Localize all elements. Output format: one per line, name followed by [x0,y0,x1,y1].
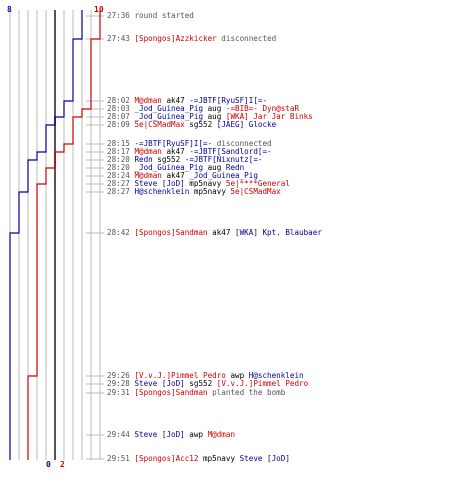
event-text: [V.v.J.]Pimmel Pedro [134,371,226,380]
event-time: 28:02 [107,96,135,105]
event-text: 5e|CSMadMax [230,187,281,196]
event-text: 5e|CSMadMax [134,120,185,129]
event-text: aug [203,104,226,113]
event-time: 29:26 [107,371,135,380]
event-row: 28:02 M@dman ak47 -=JBTF[RyuSF]I[=- [107,97,267,105]
event-row: 28:27 Steve [JoD] mp5navy 5e|****General [107,180,290,188]
event-text: round started [134,11,194,20]
event-text: [Spongos]Azzkicker [134,34,217,43]
event-time: 28:27 [107,179,135,188]
event-text: -=JBTF[RyuSF]I[=- [189,96,268,105]
event-time: 28:09 [107,120,135,129]
event-row: 28:17 M@dman ak47 -=JBTF[Sandlord[=- [107,148,272,156]
event-text: H@schenklein [248,371,304,380]
event-row: 28:24 M@dman ak47 _Jod_Guinea_Pig [107,172,258,180]
event-text: mp5navy [184,179,226,188]
event-text: Steve [JoD] [134,430,185,439]
event-text: planted the bomb [207,388,286,397]
event-row: 29:26 [V.v.J.]Pimmel Pedro awp H@schenkl… [107,372,304,380]
event-time: 29:28 [107,379,135,388]
event-text: [V.v.J.]Pimmel Pedro [216,379,309,388]
event-time: 29:44 [107,430,135,439]
event-row: 28:09 5e|CSMadMax sg552 [JAEG] Glocke [107,121,276,129]
event-text: ak47 [161,96,190,105]
event-text: [Spongos]Acc12 [134,454,199,463]
event-row: 28:20 _Jod_Guinea_Pig aug Redn [107,164,244,172]
event-time: 29:51 [107,454,135,463]
event-text: [WKA] Kpt. Blaubaer [235,228,322,237]
event-text: aug [203,163,226,172]
event-text: awp [225,371,249,380]
event-text: M@dman [134,96,162,105]
event-text: _Jod_Guinea_Pig [134,104,204,113]
event-text: Redn [134,155,153,164]
event-text: _Jod_Guinea_Pig [189,171,258,180]
event-text: awp [184,430,208,439]
event-text: Steve [JoD] [239,454,290,463]
event-text: disconnected [216,34,277,43]
event-time: 28:27 [107,187,135,196]
event-text: ak47 [161,147,190,156]
event-text: aug [203,112,226,121]
event-time: 28:42 [107,228,135,237]
event-row: 27:43 [Spongos]Azzkicker disconnected [107,35,276,43]
event-text: mp5navy [198,454,240,463]
event-time: 28:20 [107,155,135,164]
event-text: ak47 [207,228,236,237]
red-start-count: 10 [94,5,104,14]
blue-team-line [9,10,83,460]
alive-chart [9,10,104,460]
event-text: mp5navy [189,187,231,196]
event-row: 28:15 -=JBTF[RyuSF]I[=- disconnected [107,140,272,148]
event-time: 27:43 [107,34,135,43]
event-time: 27:36 [107,11,135,20]
blue-end-count: 0 [46,460,51,469]
event-time: 28:17 [107,147,135,156]
event-row: 29:51 [Spongos]Acc12 mp5navy Steve [JoD] [107,455,290,463]
event-row: 28:07 _Jod_Guinea_Pig aug [WKA] Jar Jar … [107,113,313,121]
event-text: H@schenklein [134,187,190,196]
event-row: 28:27 H@schenklein mp5navy 5e|CSMadMax [107,188,281,196]
event-row: 29:31 [Spongos]Sandman planted the bomb [107,389,285,397]
event-time: 28:24 [107,171,135,180]
event-text: [WKA] Jar Jar Binks [225,112,313,121]
event-text: ak47 [161,171,190,180]
event-row: 29:44 Steve [JoD] awp M@dman [107,431,235,439]
event-text: M@dman [134,147,162,156]
event-text: [Spongos]Sandman [134,388,208,397]
event-row: 28:42 [Spongos]Sandman ak47 [WKA] Kpt. B… [107,229,322,237]
event-text: [JAEG] Glocke [216,120,277,129]
event-row: 28:03 _Jod_Guinea_Pig aug -=BIB=- Dyn@st… [107,105,299,113]
red-end-count: 2 [60,460,65,469]
event-row: 28:20 Redn sg552 -=JBTF[Nixnutz[=- [107,156,262,164]
event-text: Steve [JoD] [134,179,185,188]
event-text: -=JBTF[Sandlord[=- [189,147,272,156]
event-text: -=JBTF[Nixnutz[=- [184,155,263,164]
event-text: [Spongos]Sandman [134,228,208,237]
event-time: 29:31 [107,388,135,397]
event-text: -=BIB=- Dyn@staR [225,104,300,113]
blue-start-count: 8 [7,5,12,14]
event-text: sg552 [184,379,217,388]
event-time: 28:07 [107,112,135,121]
event-text: M@dman [134,171,162,180]
event-text: Redn [225,163,245,172]
event-text: sg552 [152,155,185,164]
event-time: 28:20 [107,163,135,172]
event-time: 28:03 [107,104,135,113]
event-text: 5e|****General [225,179,290,188]
event-text: disconnected [212,139,272,148]
event-time: 28:15 [107,139,135,148]
event-text: _Jod_Guinea_Pig [134,163,204,172]
event-text: -=JBTF[RyuSF]I[=- [134,139,213,148]
event-text: Steve [JoD] [134,379,185,388]
red-team-line [27,10,101,460]
event-text: sg552 [184,120,217,129]
event-text: M@dman [207,430,236,439]
event-row: 29:28 Steve [JoD] sg552 [V.v.J.]Pimmel P… [107,380,308,388]
event-text: _Jod_Guinea_Pig [134,112,204,121]
event-row: 27:36 round started [107,12,194,20]
